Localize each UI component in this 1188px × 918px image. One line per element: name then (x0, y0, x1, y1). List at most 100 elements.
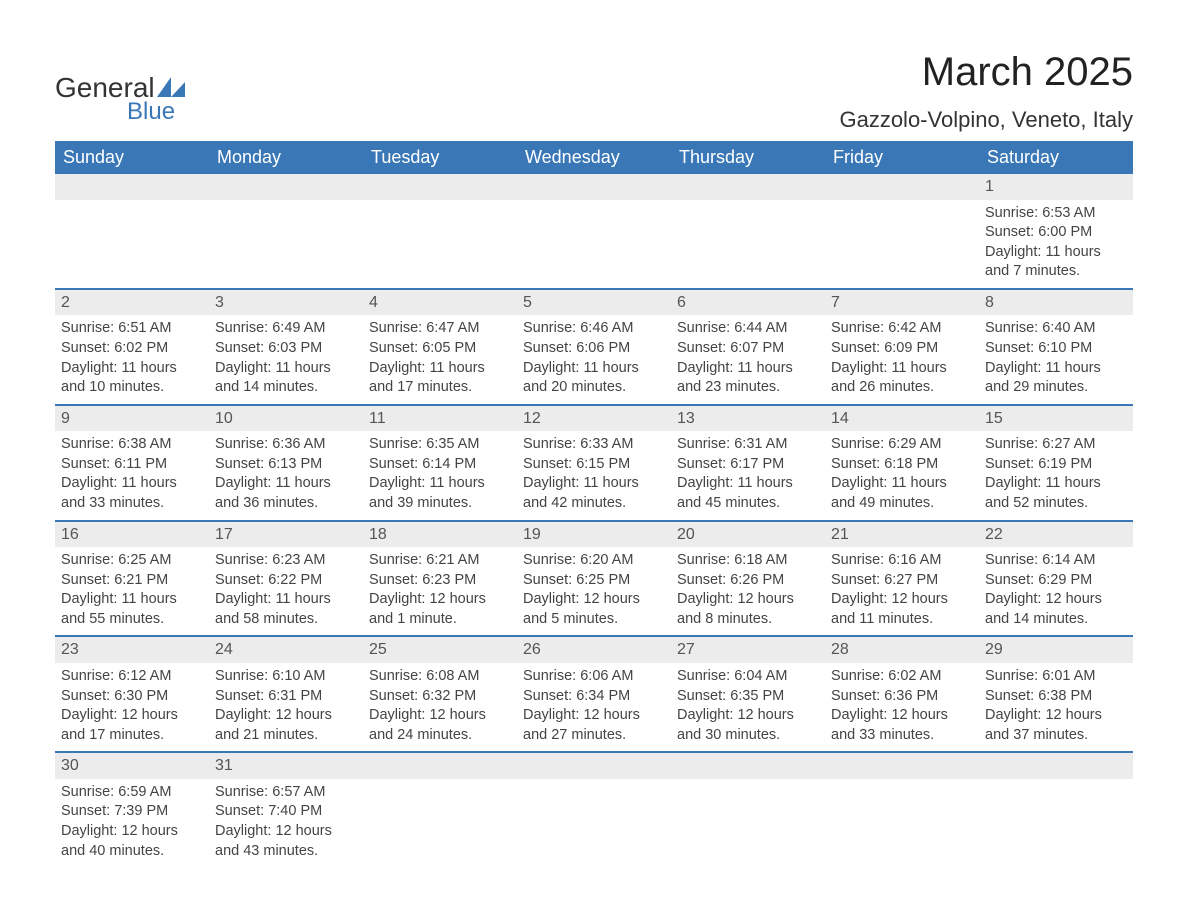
day-number-cell (209, 174, 363, 200)
sunset-line: Sunset: 6:34 PM (523, 687, 665, 707)
sunset-line: Sunset: 6:07 PM (677, 339, 819, 359)
day-detail-cell: Sunrise: 6:38 AMSunset: 6:11 PMDaylight:… (55, 431, 209, 520)
day-detail-cell: Sunrise: 6:49 AMSunset: 6:03 PMDaylight:… (209, 315, 363, 404)
sunrise-line: Sunrise: 6:27 AM (985, 435, 1127, 455)
sunset-line: Sunset: 6:38 PM (985, 687, 1127, 707)
day-number-cell: 16 (55, 521, 209, 548)
day-number-cell: 25 (363, 636, 517, 663)
day-number-cell: 23 (55, 636, 209, 663)
day-number-cell (825, 174, 979, 200)
daylight-line: Daylight: 11 hours and 10 minutes. (61, 359, 203, 398)
day-number-cell: 3 (209, 289, 363, 316)
day-detail-cell (517, 779, 671, 867)
sunset-line: Sunset: 6:13 PM (215, 455, 357, 475)
day-detail-cell (55, 200, 209, 289)
sunrise-line: Sunrise: 6:36 AM (215, 435, 357, 455)
day-detail-cell (825, 779, 979, 867)
sunset-line: Sunset: 7:40 PM (215, 802, 357, 822)
sunrise-line: Sunrise: 6:08 AM (369, 667, 511, 687)
day-detail-cell (517, 200, 671, 289)
sunrise-line: Sunrise: 6:14 AM (985, 551, 1127, 571)
day-detail-cell: Sunrise: 6:25 AMSunset: 6:21 PMDaylight:… (55, 547, 209, 636)
day-number-cell: 14 (825, 405, 979, 432)
day-header: Thursday (671, 141, 825, 174)
daylight-line: Daylight: 12 hours and 11 minutes. (831, 590, 973, 629)
day-number-cell: 2 (55, 289, 209, 316)
sunset-line: Sunset: 6:31 PM (215, 687, 357, 707)
sunset-line: Sunset: 6:29 PM (985, 571, 1127, 591)
day-number-cell: 30 (55, 752, 209, 779)
day-detail-cell: Sunrise: 6:42 AMSunset: 6:09 PMDaylight:… (825, 315, 979, 404)
sunrise-line: Sunrise: 6:40 AM (985, 319, 1127, 339)
day-detail-cell: Sunrise: 6:20 AMSunset: 6:25 PMDaylight:… (517, 547, 671, 636)
day-number-cell (517, 174, 671, 200)
sunrise-line: Sunrise: 6:04 AM (677, 667, 819, 687)
day-number-cell (671, 752, 825, 779)
daylight-line: Daylight: 12 hours and 14 minutes. (985, 590, 1127, 629)
day-detail-cell: Sunrise: 6:33 AMSunset: 6:15 PMDaylight:… (517, 431, 671, 520)
day-header-row: Sunday Monday Tuesday Wednesday Thursday… (55, 141, 1133, 174)
day-number-cell: 8 (979, 289, 1133, 316)
sunrise-line: Sunrise: 6:29 AM (831, 435, 973, 455)
sunset-line: Sunset: 6:09 PM (831, 339, 973, 359)
sunrise-line: Sunrise: 6:46 AM (523, 319, 665, 339)
daylight-line: Daylight: 11 hours and 7 minutes. (985, 243, 1127, 282)
day-detail-cell: Sunrise: 6:47 AMSunset: 6:05 PMDaylight:… (363, 315, 517, 404)
sunrise-line: Sunrise: 6:20 AM (523, 551, 665, 571)
day-detail-cell: Sunrise: 6:53 AMSunset: 6:00 PMDaylight:… (979, 200, 1133, 289)
day-number-cell: 28 (825, 636, 979, 663)
day-detail-cell: Sunrise: 6:46 AMSunset: 6:06 PMDaylight:… (517, 315, 671, 404)
week-number-row: 16171819202122 (55, 521, 1133, 548)
daylight-line: Daylight: 12 hours and 24 minutes. (369, 706, 511, 745)
day-number-cell: 9 (55, 405, 209, 432)
day-number-cell: 31 (209, 752, 363, 779)
sunrise-line: Sunrise: 6:49 AM (215, 319, 357, 339)
daylight-line: Daylight: 11 hours and 45 minutes. (677, 474, 819, 513)
sunset-line: Sunset: 7:39 PM (61, 802, 203, 822)
week-detail-row: Sunrise: 6:53 AMSunset: 6:00 PMDaylight:… (55, 200, 1133, 289)
day-detail-cell (209, 200, 363, 289)
sunset-line: Sunset: 6:19 PM (985, 455, 1127, 475)
location: Gazzolo-Volpino, Veneto, Italy (839, 107, 1133, 133)
week-detail-row: Sunrise: 6:38 AMSunset: 6:11 PMDaylight:… (55, 431, 1133, 520)
title-block: March 2025 Gazzolo-Volpino, Veneto, Ital… (839, 50, 1133, 133)
daylight-line: Daylight: 11 hours and 49 minutes. (831, 474, 973, 513)
sunrise-line: Sunrise: 6:44 AM (677, 319, 819, 339)
daylight-line: Daylight: 12 hours and 1 minute. (369, 590, 511, 629)
sunset-line: Sunset: 6:25 PM (523, 571, 665, 591)
sunset-line: Sunset: 6:27 PM (831, 571, 973, 591)
sunrise-line: Sunrise: 6:02 AM (831, 667, 973, 687)
day-detail-cell (671, 200, 825, 289)
day-detail-cell: Sunrise: 6:04 AMSunset: 6:35 PMDaylight:… (671, 663, 825, 752)
sunrise-line: Sunrise: 6:21 AM (369, 551, 511, 571)
day-number-cell: 15 (979, 405, 1133, 432)
week-number-row: 23242526272829 (55, 636, 1133, 663)
day-detail-cell: Sunrise: 6:51 AMSunset: 6:02 PMDaylight:… (55, 315, 209, 404)
calendar-table: Sunday Monday Tuesday Wednesday Thursday… (55, 141, 1133, 867)
daylight-line: Daylight: 12 hours and 21 minutes. (215, 706, 357, 745)
sunrise-line: Sunrise: 6:33 AM (523, 435, 665, 455)
week-number-row: 1 (55, 174, 1133, 200)
sunrise-line: Sunrise: 6:01 AM (985, 667, 1127, 687)
daylight-line: Daylight: 11 hours and 20 minutes. (523, 359, 665, 398)
day-detail-cell: Sunrise: 6:18 AMSunset: 6:26 PMDaylight:… (671, 547, 825, 636)
sunrise-line: Sunrise: 6:23 AM (215, 551, 357, 571)
day-detail-cell: Sunrise: 6:57 AMSunset: 7:40 PMDaylight:… (209, 779, 363, 867)
logo-text-blue: Blue (127, 98, 175, 126)
day-detail-cell: Sunrise: 6:23 AMSunset: 6:22 PMDaylight:… (209, 547, 363, 636)
day-detail-cell: Sunrise: 6:16 AMSunset: 6:27 PMDaylight:… (825, 547, 979, 636)
day-detail-cell: Sunrise: 6:36 AMSunset: 6:13 PMDaylight:… (209, 431, 363, 520)
week-detail-row: Sunrise: 6:59 AMSunset: 7:39 PMDaylight:… (55, 779, 1133, 867)
day-number-cell (363, 752, 517, 779)
daylight-line: Daylight: 11 hours and 39 minutes. (369, 474, 511, 513)
day-number-cell: 12 (517, 405, 671, 432)
day-detail-cell: Sunrise: 6:14 AMSunset: 6:29 PMDaylight:… (979, 547, 1133, 636)
day-header: Wednesday (517, 141, 671, 174)
day-number-cell: 5 (517, 289, 671, 316)
day-detail-cell: Sunrise: 6:06 AMSunset: 6:34 PMDaylight:… (517, 663, 671, 752)
day-detail-cell: Sunrise: 6:02 AMSunset: 6:36 PMDaylight:… (825, 663, 979, 752)
day-header: Sunday (55, 141, 209, 174)
day-number-cell: 22 (979, 521, 1133, 548)
day-number-cell: 7 (825, 289, 979, 316)
sunset-line: Sunset: 6:23 PM (369, 571, 511, 591)
